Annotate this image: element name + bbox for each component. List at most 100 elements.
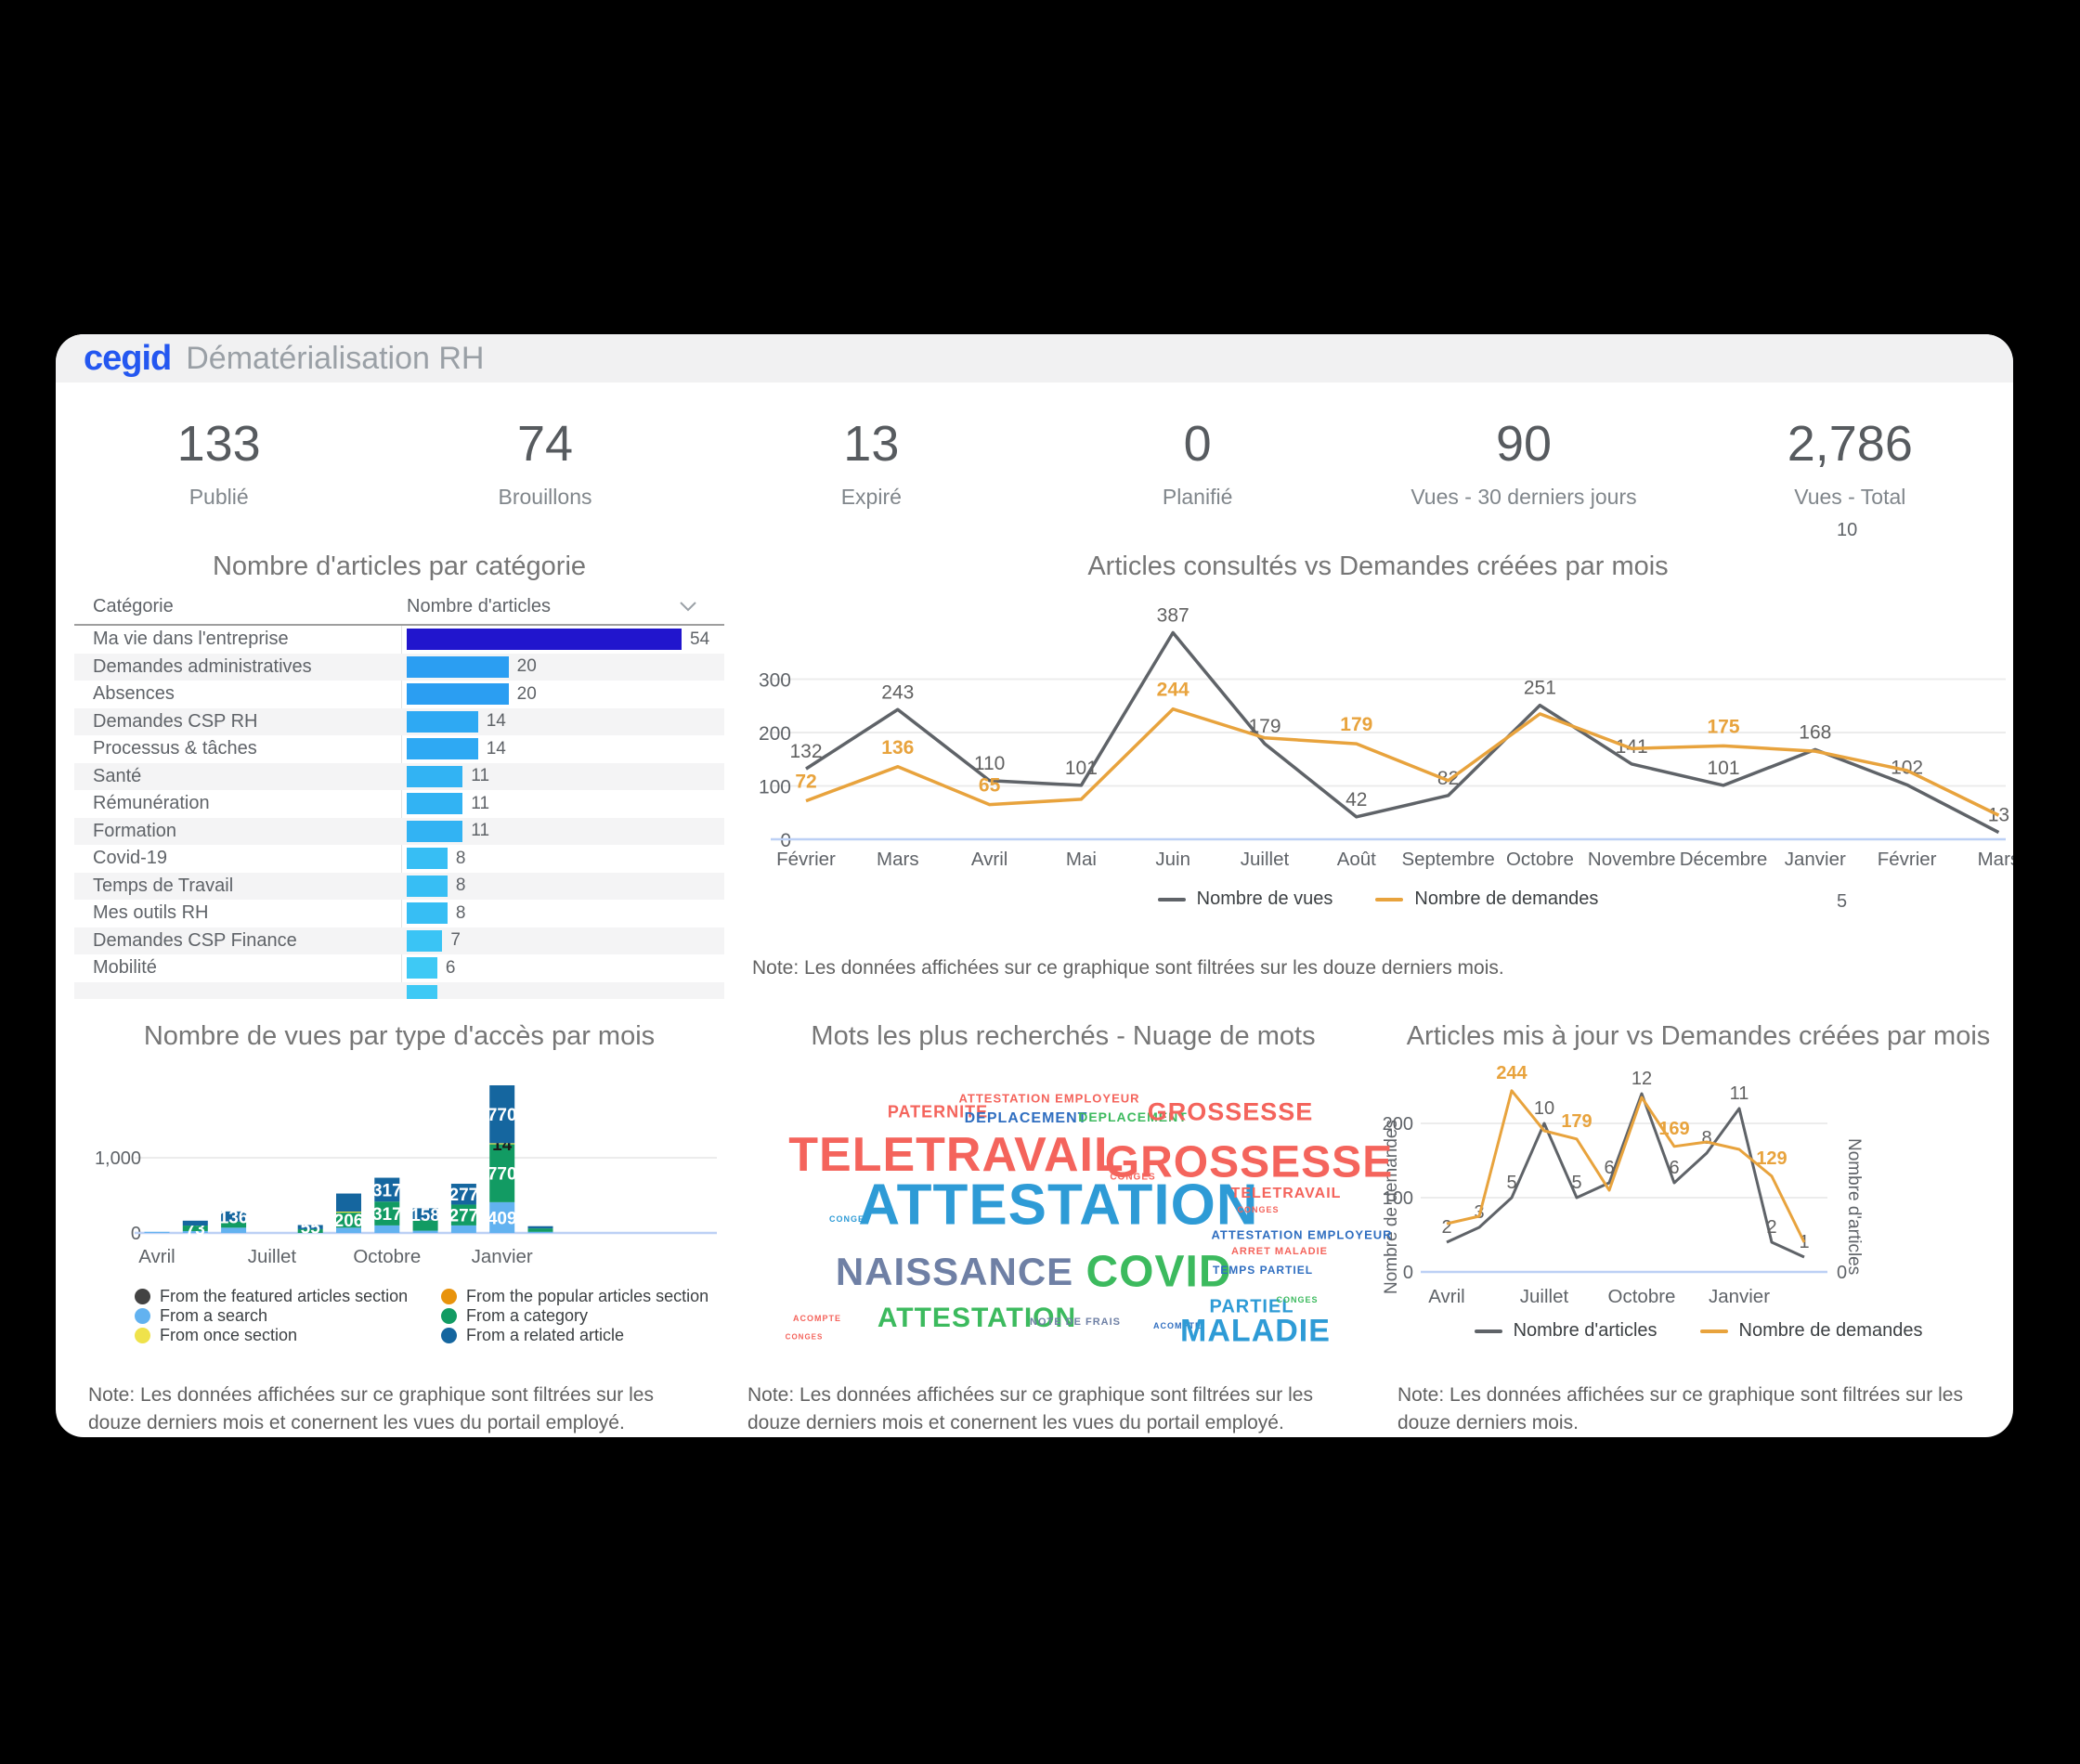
bar-segment-category	[412, 1220, 438, 1231]
svg-text:6: 6	[1669, 1158, 1679, 1178]
legend-label: From the featured articles section	[160, 1287, 409, 1305]
table-row: Demandes administratives 20	[74, 653, 724, 681]
svg-text:Avril: Avril	[1428, 1286, 1465, 1307]
row-label: Absences	[93, 683, 175, 705]
legend-item: From a category	[441, 1306, 729, 1326]
row-value: 20	[516, 656, 537, 677]
row-value: 8	[455, 902, 466, 923]
bar-segment-related	[412, 1208, 438, 1221]
bar-segment-related	[297, 1225, 323, 1229]
svg-text:0: 0	[131, 1224, 141, 1244]
column-header-count[interactable]: Nombre d'articles	[407, 596, 551, 616]
table-row: Temps de Travail 8	[74, 872, 724, 900]
bar-segment-category	[489, 1144, 515, 1202]
svg-text:169: 169	[1658, 1119, 1689, 1139]
wordcloud-title: Mots les plus recherchés - Nuage de mots	[811, 1021, 1316, 1051]
svg-text:277: 277	[449, 1186, 479, 1205]
category-table-header: Catégorie Nombre d'articles	[74, 590, 724, 626]
svg-text:251: 251	[1524, 678, 1556, 699]
row-bar	[407, 957, 437, 979]
legend-swatch	[135, 1308, 150, 1324]
right-axis-title: Nombre d'articles	[1844, 1138, 1864, 1276]
column-header-category[interactable]: Catégorie	[93, 596, 174, 616]
bar-segment-related	[527, 1226, 553, 1229]
legend-label: From a search	[160, 1306, 268, 1325]
svg-text:101: 101	[1707, 758, 1739, 779]
bar-segment-category	[182, 1226, 208, 1231]
cloud-word: PATERNITE	[887, 1102, 989, 1122]
bar-segment-search	[489, 1201, 515, 1233]
bar-segment-related	[221, 1211, 247, 1222]
legend-swatch	[441, 1328, 457, 1343]
svg-text:0: 0	[780, 830, 791, 851]
legend-item: Nombre de demandes	[1699, 1320, 1922, 1342]
cloud-word: TEMPS PARTIEL	[1212, 1264, 1314, 1277]
row-bar	[407, 765, 463, 787]
row-bar	[407, 929, 443, 952]
cloud-word: ACOMPTE	[793, 1314, 841, 1323]
table-row: Processus & tâches 14	[74, 735, 724, 763]
table-row: Formation 11	[74, 817, 724, 845]
legend-item: From a search	[135, 1306, 441, 1326]
row-bar	[407, 793, 463, 815]
svg-text:Novembre: Novembre	[1588, 849, 1676, 870]
svg-text:14: 14	[492, 1135, 513, 1155]
table-row: Absences 20	[74, 681, 724, 708]
table-row: Demandes CSP RH 14	[74, 707, 724, 735]
row-value: 11	[471, 821, 490, 841]
sort-chevron-down-icon[interactable]	[678, 600, 698, 613]
row-label: Processus & tâches	[93, 738, 257, 759]
svg-text:409: 409	[488, 1209, 517, 1228]
kpi: 13 Expiré	[708, 416, 1034, 510]
bar-segment-category	[527, 1228, 553, 1232]
cloud-word: CONGES	[1237, 1205, 1280, 1214]
kpi-value: 13	[843, 416, 900, 472]
table-row: Ma vie dans l'entreprise 54	[74, 626, 724, 654]
svg-text:Janvier: Janvier	[1785, 849, 1846, 870]
svg-text:Juillet: Juillet	[248, 1246, 297, 1267]
cloud-word: DEPLACEMENT	[1078, 1109, 1188, 1124]
table-row: Rémunération 11	[74, 790, 724, 818]
svg-text:244: 244	[1496, 1063, 1528, 1083]
kpi-value: 74	[516, 416, 574, 472]
kpi: 133 Publié	[56, 416, 382, 510]
row-value: 7	[450, 930, 461, 951]
svg-text:5: 5	[1506, 1173, 1516, 1193]
consulted-chart: 0 100 200 300 Février Mars Avril Mai Juin Juillet…	[759, 604, 2013, 870]
wordcloud-note: Note: Les données affichées sur ce graph…	[748, 1384, 1313, 1433]
kpi-value: 2,786	[1787, 416, 1913, 472]
bar-segment-category	[336, 1212, 361, 1228]
bar-segment-related	[489, 1084, 515, 1144]
cloud-word: ATTESTATION EMPLOYEUR	[958, 1091, 1140, 1106]
report-header: cegid Dématérialisation RH	[56, 334, 2013, 383]
svg-text:136: 136	[881, 737, 914, 759]
svg-text:770: 770	[488, 1106, 517, 1125]
svg-text:102: 102	[1891, 757, 1923, 778]
legend-label: Nombre de vues	[1196, 888, 1333, 909]
legend-label: Nombre de demandes	[1414, 888, 1599, 909]
row-label: Temps de Travail	[93, 875, 234, 896]
cegid-logo: cegid	[84, 338, 172, 378]
dashboard-card: cegid Dématérialisation RH 133 Publié 74 Br…	[56, 334, 2013, 1437]
row-bar	[407, 629, 682, 651]
row-value: 20	[516, 683, 537, 704]
svg-text:10: 10	[1534, 1098, 1554, 1119]
kpi-value: 0	[1183, 416, 1212, 472]
svg-text:100: 100	[759, 777, 791, 798]
legend-item: Nombre de demandes	[1375, 888, 1598, 910]
consulted-chart-note: Note: Les données affichées sur ce graph…	[752, 957, 1504, 979]
kpi: 0 Planifié	[1034, 416, 1360, 510]
svg-text:Janvier: Janvier	[1709, 1286, 1770, 1307]
row-bar	[407, 738, 478, 760]
svg-text:770: 770	[488, 1165, 517, 1185]
bar-segment-category	[221, 1221, 247, 1228]
legend-label: From the popular articles section	[466, 1287, 709, 1305]
row-label: Santé	[93, 765, 142, 786]
legend-swatch	[135, 1328, 150, 1343]
access-chart-legend: From the featured articles section From a…	[135, 1287, 729, 1345]
kpi-label: Expiré	[840, 485, 902, 509]
svg-text:Août: Août	[1337, 849, 1376, 870]
row-value: 14	[486, 711, 506, 732]
bar-segment-related	[374, 1177, 400, 1202]
updated-chart-note: Note: Les données affichées sur ce graph…	[1398, 1384, 1963, 1433]
